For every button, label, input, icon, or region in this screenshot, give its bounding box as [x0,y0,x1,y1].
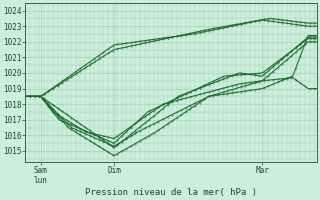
X-axis label: Pression niveau de la mer( hPa ): Pression niveau de la mer( hPa ) [85,188,257,197]
